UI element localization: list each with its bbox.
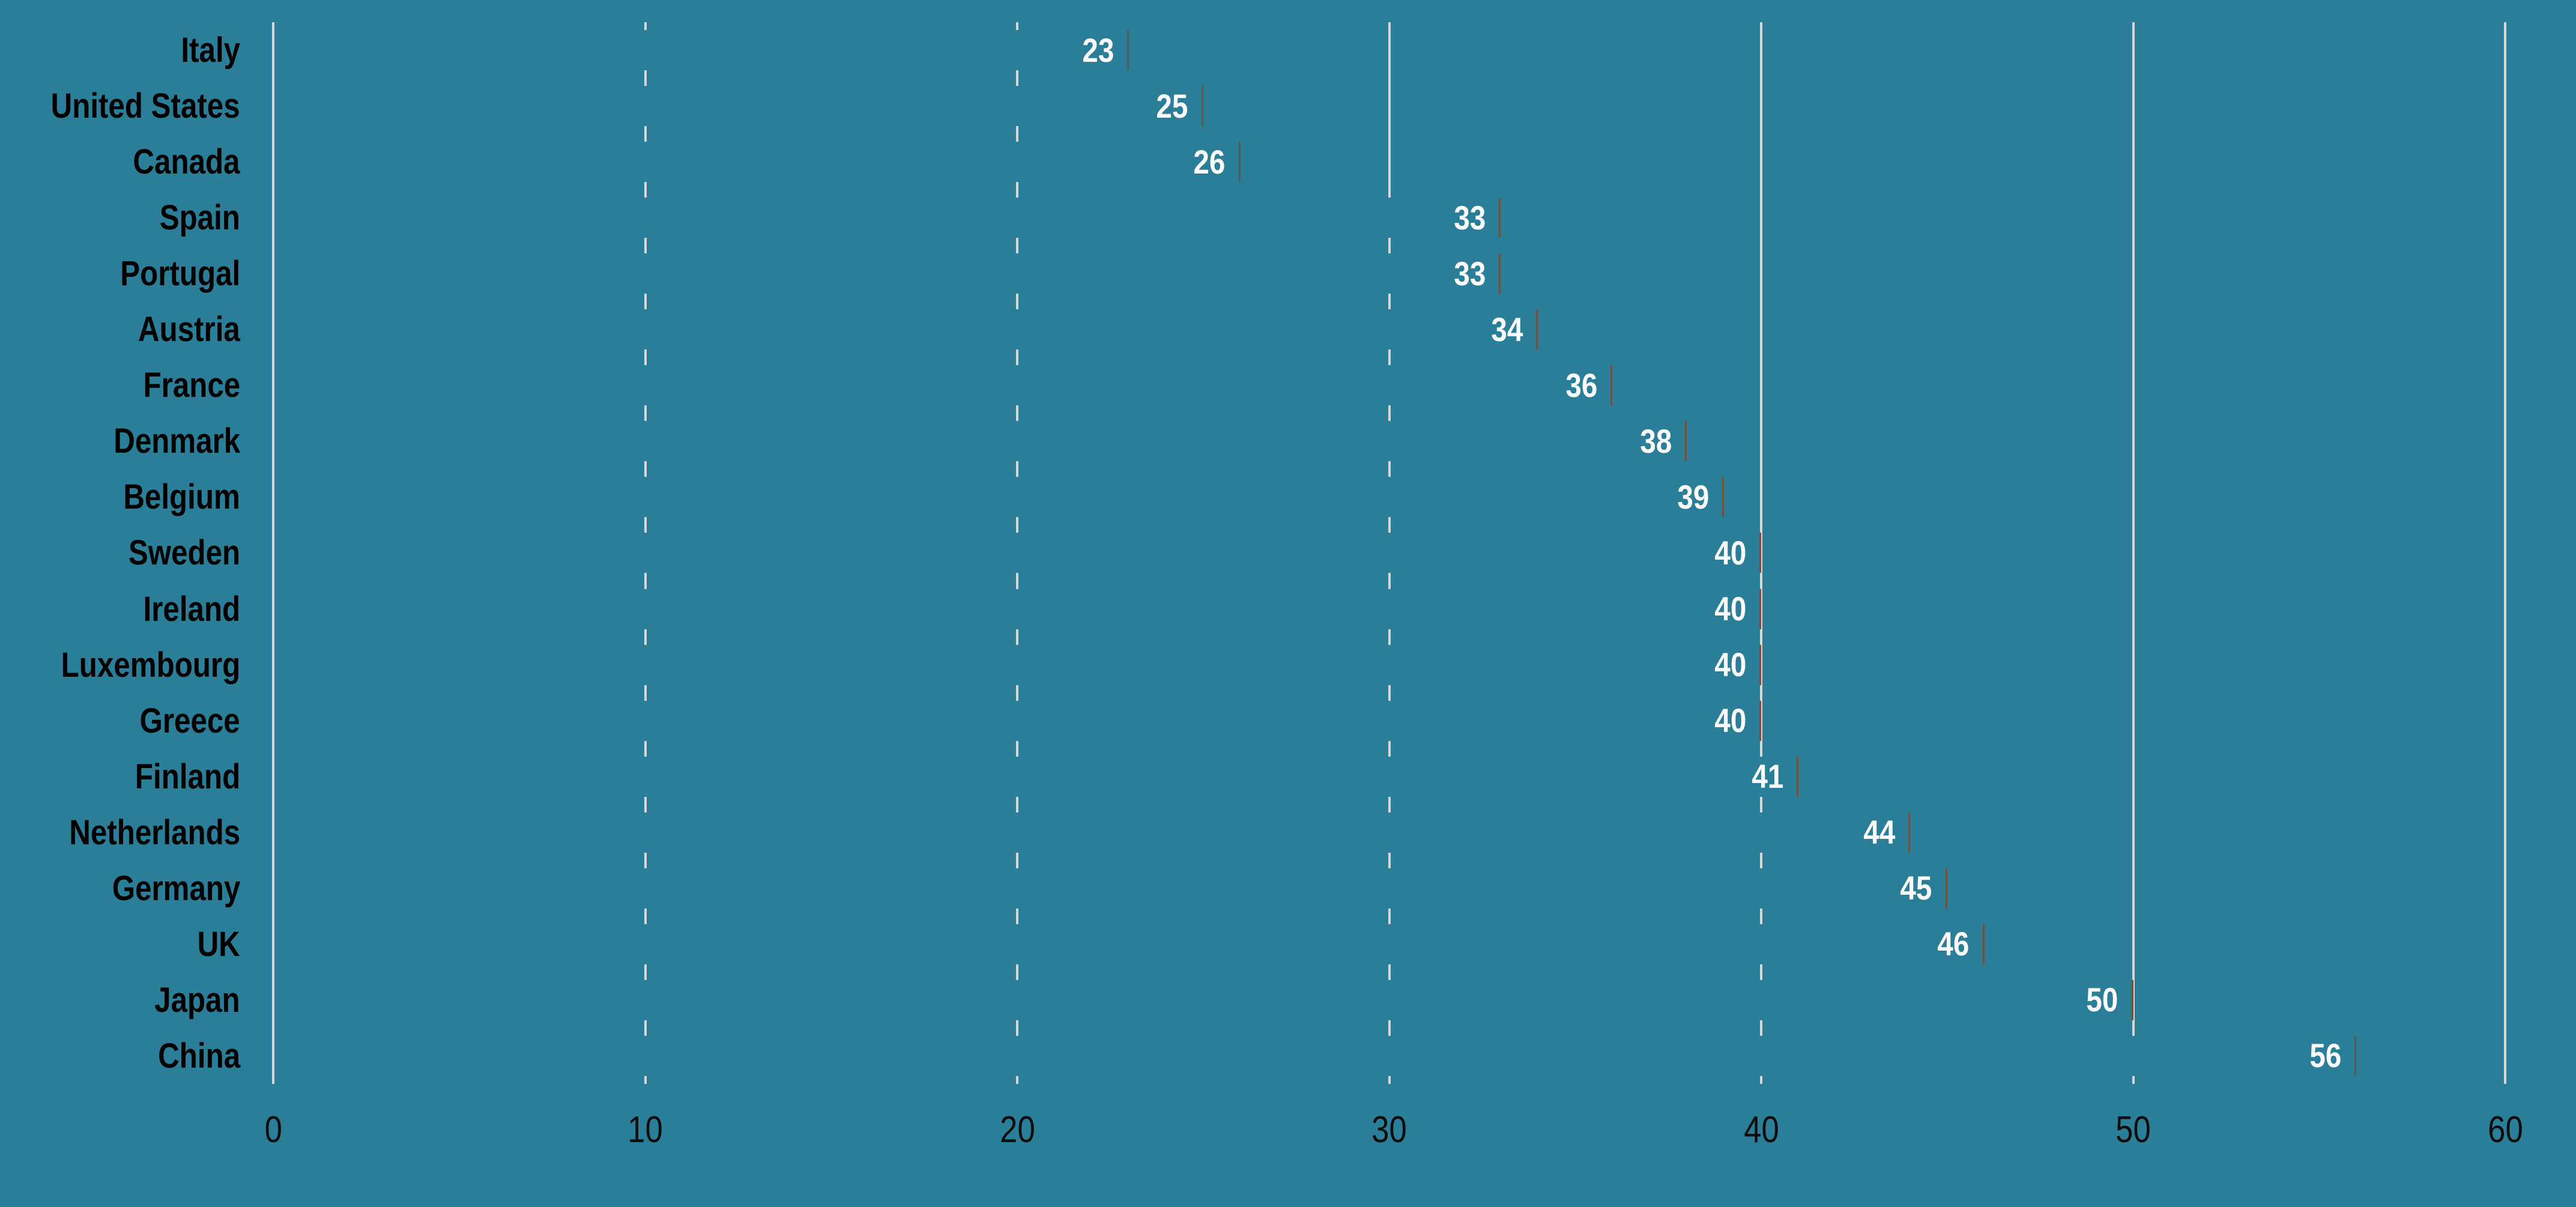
category-label: France xyxy=(0,357,240,413)
category-label: Denmark xyxy=(0,413,240,469)
category-label: Italy xyxy=(0,22,240,78)
bar-value-label: 56 xyxy=(2309,1036,2342,1075)
bar-value-label: 40 xyxy=(1714,533,1746,572)
bar-value-label: 33 xyxy=(1454,254,1486,292)
category-label-text: Denmark xyxy=(113,422,240,461)
bar: 40 xyxy=(274,533,1761,573)
x-tick-label-text: 20 xyxy=(999,1109,1035,1151)
category-label: Germany xyxy=(0,861,240,916)
category-label-text: Finland xyxy=(135,757,240,796)
x-tick-label: 60 xyxy=(2445,1106,2565,1154)
bar-value-label: 40 xyxy=(1714,646,1746,684)
category-label: Finland xyxy=(0,749,240,805)
x-tick-label: 40 xyxy=(1701,1106,1821,1154)
bar-value-label: 41 xyxy=(1751,757,1783,796)
category-label: Luxembourg xyxy=(0,637,240,693)
bar: 45 xyxy=(274,868,1947,909)
x-tick-label-text: 50 xyxy=(2115,1109,2151,1151)
y-axis-line xyxy=(272,22,274,1084)
bar-value-label: 50 xyxy=(2086,981,2118,1019)
category-label-text: France xyxy=(143,366,240,405)
bar-value-label: 23 xyxy=(1081,31,1114,69)
category-label: Canada xyxy=(0,134,240,190)
bar: 38 xyxy=(274,421,1687,462)
category-label: Ireland xyxy=(0,581,240,637)
bar: 25 xyxy=(274,86,1203,127)
category-label-text: Ireland xyxy=(143,589,240,629)
bar: 39 xyxy=(274,477,1725,518)
bar-value-label: 46 xyxy=(1937,925,1970,963)
bar: 33 xyxy=(274,198,1501,238)
x-tick-label-text: 60 xyxy=(2487,1109,2523,1151)
bar: 40 xyxy=(274,700,1761,741)
bar: 26 xyxy=(274,142,1241,183)
category-label: Spain xyxy=(0,190,240,246)
bar-value-label: 25 xyxy=(1156,86,1188,125)
x-gridline xyxy=(2132,22,2135,1084)
x-tick-label: 30 xyxy=(1329,1106,1450,1154)
bar: 23 xyxy=(274,30,1129,70)
x-gridline xyxy=(2504,22,2506,1084)
x-tick-label: 0 xyxy=(213,1106,333,1154)
category-label-text: Canada xyxy=(133,142,240,182)
category-label: Portugal xyxy=(0,246,240,301)
bar-value-label: 44 xyxy=(1863,813,1895,852)
x-gridline xyxy=(1760,22,1762,1084)
bar: 50 xyxy=(274,979,2133,1020)
category-label: UK xyxy=(0,916,240,972)
bar: 36 xyxy=(274,365,1613,406)
category-label-text: Sweden xyxy=(128,533,240,573)
category-label: Greece xyxy=(0,693,240,749)
bar-value-label: 40 xyxy=(1714,701,1746,740)
category-label-text: China xyxy=(158,1036,240,1075)
category-label-text: Luxembourg xyxy=(61,645,240,685)
category-label: Austria xyxy=(0,301,240,357)
bar: 40 xyxy=(274,644,1761,685)
category-label-text: Germany xyxy=(112,868,240,908)
x-tick-label-text: 0 xyxy=(264,1109,282,1151)
category-label: Netherlands xyxy=(0,805,240,861)
x-tick-label: 20 xyxy=(957,1106,1077,1154)
bar: 34 xyxy=(274,309,1538,350)
category-label-text: Austria xyxy=(138,310,240,349)
category-label: China xyxy=(0,1028,240,1084)
bar-value-label: 38 xyxy=(1640,422,1672,460)
bar-value-label: 39 xyxy=(1677,477,1710,516)
bar-value-label: 33 xyxy=(1454,198,1486,237)
x-tick-label-text: 30 xyxy=(1371,1109,1407,1151)
category-label: Sweden xyxy=(0,525,240,581)
category-label-text: Portugal xyxy=(120,254,240,294)
category-label-text: Belgium xyxy=(123,477,240,517)
x-tick-label: 50 xyxy=(2073,1106,2194,1154)
bar-value-label: 34 xyxy=(1491,310,1523,348)
category-label: United States xyxy=(0,78,240,134)
category-label-text: United States xyxy=(50,86,240,126)
bar: 40 xyxy=(274,588,1761,629)
bar-value-label: 26 xyxy=(1193,142,1226,181)
category-label-text: Greece xyxy=(139,701,240,740)
category-label: Belgium xyxy=(0,469,240,525)
bar: 33 xyxy=(274,253,1501,294)
x-tick-label: 10 xyxy=(585,1106,706,1154)
category-label-text: Netherlands xyxy=(69,812,240,852)
x-tick-label-text: 10 xyxy=(627,1109,663,1151)
bar: 44 xyxy=(274,812,1910,853)
x-tick-label-text: 40 xyxy=(1743,1109,1779,1151)
category-label-text: Spain xyxy=(159,198,240,238)
bar-value-label: 36 xyxy=(1565,366,1598,404)
category-label-text: UK xyxy=(197,924,240,964)
bar-value-label: 45 xyxy=(1900,869,1932,907)
category-label: Japan xyxy=(0,972,240,1028)
bar: 41 xyxy=(274,756,1798,797)
bar-value-label: 40 xyxy=(1714,590,1746,628)
bar: 56 xyxy=(274,1035,2357,1076)
category-label-text: Japan xyxy=(154,980,240,1020)
category-label-text: Italy xyxy=(181,31,240,70)
bar: 46 xyxy=(274,924,1985,964)
